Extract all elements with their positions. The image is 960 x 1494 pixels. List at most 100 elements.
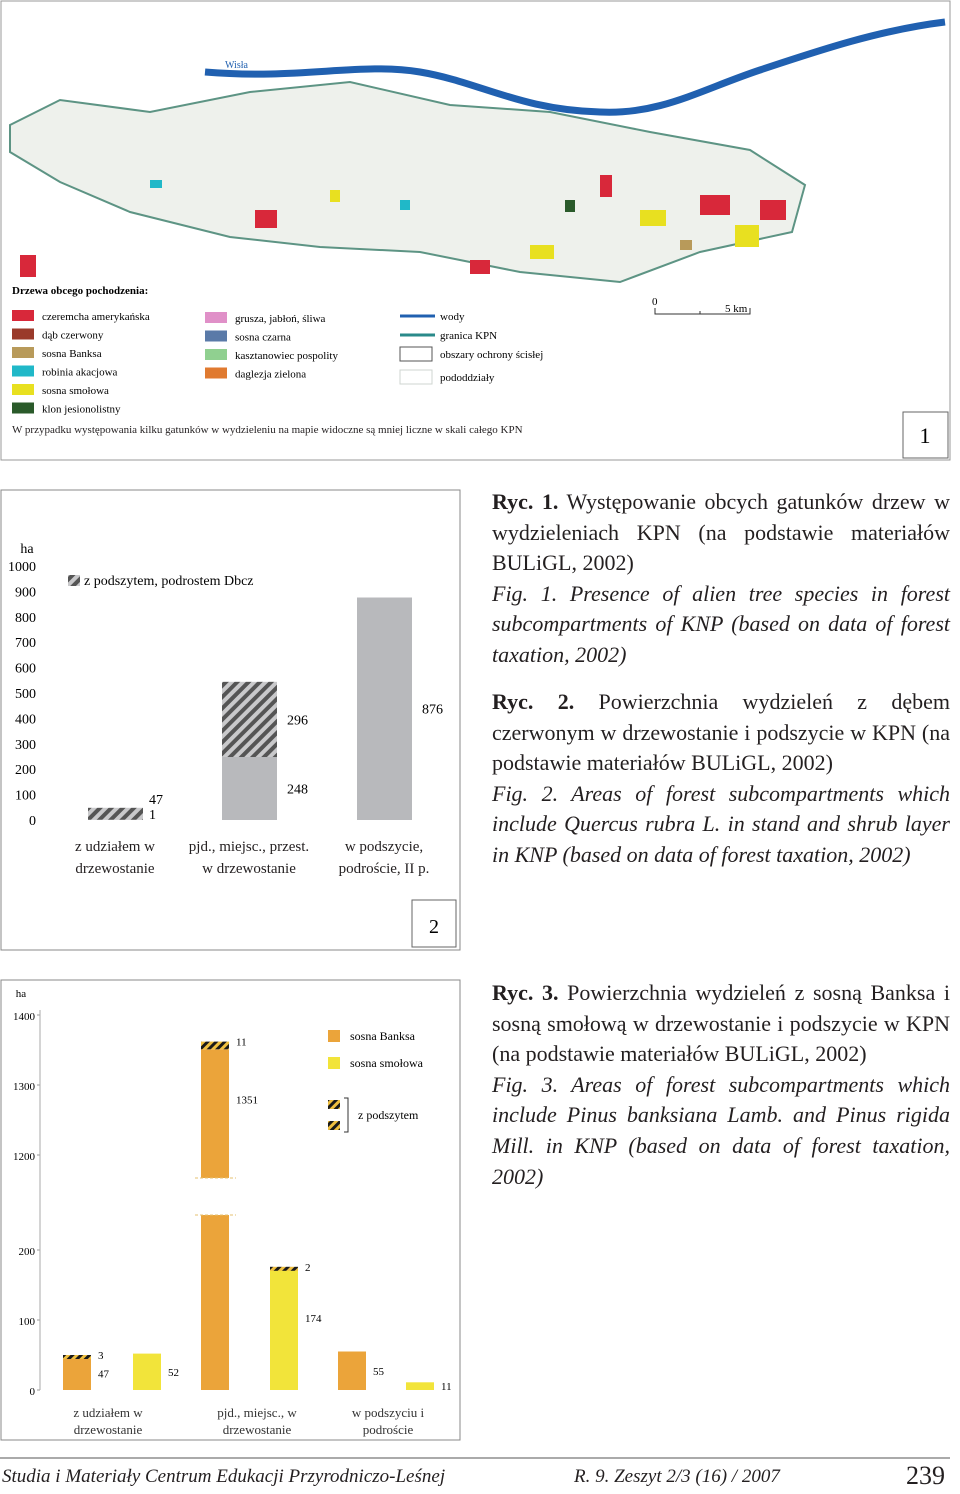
caption-label: Fig. 1.	[492, 580, 558, 606]
caption: Ryc. 3. Powierzchnia wydzieleń z sosną B…	[492, 978, 950, 1192]
value-label: 52	[168, 1367, 179, 1379]
value-label: 248	[287, 783, 308, 798]
legend-label: z podszytem, podrostem Dbcz	[84, 574, 254, 589]
x-tick-label: w podszyciu i podroście	[351, 1405, 425, 1437]
legend-swatch	[328, 1057, 340, 1069]
scale-bar	[654, 308, 751, 315]
value-label: 47	[98, 1369, 110, 1381]
legend-label: kasztanowiec pospolity	[235, 350, 338, 362]
caption-text: Powierzchnia wydzieleń z dębem czerwonym…	[492, 689, 950, 776]
legend-swatch	[328, 1121, 340, 1130]
axis-unit: ha	[16, 988, 27, 1000]
bar	[133, 1353, 161, 1390]
caption-label: Ryc. 3.	[492, 980, 559, 1005]
bar	[406, 1382, 434, 1390]
figure-number-box	[411, 899, 457, 948]
figure-number-box	[902, 411, 949, 459]
figure-number: 1	[920, 423, 931, 448]
figure-number: 2	[429, 916, 439, 938]
river	[204, 18, 946, 116]
legend-swatch	[12, 365, 34, 377]
y-tick-label: 100	[19, 1316, 36, 1328]
y-tick-label: 100	[15, 789, 36, 804]
y-tick-label: 700	[15, 636, 36, 651]
bar	[201, 1049, 229, 1390]
scale-label: 5 km	[725, 303, 748, 315]
value-label: 47	[149, 793, 163, 808]
legend-label: grusza, jabłoń, śliwa	[235, 313, 326, 325]
value-label: 876	[422, 703, 443, 718]
x-tick-label: z udziałem w drzewostanie	[73, 1405, 143, 1437]
map-note: W przypadku występowania kilku gatunków …	[12, 424, 523, 436]
legend-bracket	[344, 1097, 349, 1133]
legend-swatch	[205, 312, 227, 323]
y-tick-label: 1000	[8, 560, 36, 575]
value-label: 11	[236, 1037, 247, 1049]
caption-text: Powierzchnia wydzieleń z sosną Banksa i …	[492, 980, 950, 1067]
page-number: 239	[906, 1461, 945, 1490]
x-tick-label: pjd., miejsc., przest. w drzewostanie	[188, 839, 310, 877]
bar	[222, 681, 277, 758]
bar	[88, 807, 143, 820]
value-label: 3	[98, 1350, 104, 1362]
caption-label: Fig. 3.	[492, 1071, 559, 1097]
value-label: 1351	[236, 1094, 258, 1106]
legend-label: sosna Banksa	[42, 348, 102, 360]
legend-label: obszary ochrony ścisłej	[440, 349, 543, 361]
legend-swatch	[12, 384, 34, 395]
y-tick-label: 300	[15, 738, 36, 753]
y-tick-label: 0	[30, 1386, 36, 1398]
legend-swatch	[328, 1030, 340, 1042]
legend-label: sosna czarna	[235, 332, 291, 344]
chart-frame	[0, 489, 461, 951]
axis-unit: ha	[20, 542, 34, 557]
caption-text: Areas of forest subcompartments which in…	[492, 1071, 950, 1189]
y-tick-label: 200	[19, 1246, 36, 1258]
value-label: 296	[287, 713, 308, 728]
legend-swatch	[12, 310, 34, 321]
y-tick-label: 1400	[13, 1011, 36, 1023]
x-tick-label: z udziałem w drzewostanie	[75, 839, 155, 877]
legend-swatch	[68, 575, 80, 586]
legend-label: pododdziały	[440, 372, 495, 384]
bar	[338, 1351, 366, 1390]
bar	[63, 1357, 91, 1390]
legend-label: daglezja zielona	[235, 369, 306, 381]
legend-swatch	[12, 402, 34, 414]
chart-frame	[0, 979, 461, 1441]
legend-label: granica KPN	[440, 330, 497, 342]
caption: Ryc. 2. Powierzchnia wydzieleń z dębem c…	[492, 687, 950, 871]
x-tick-label: w podszycie, podroście, II p.	[338, 839, 430, 877]
legend-label: robinia akacjowa	[42, 367, 118, 379]
caption: Ryc. 1. Występowanie obcych gatunków drz…	[492, 487, 950, 671]
bar-podszyt	[201, 1041, 229, 1050]
scale-label: 0	[652, 296, 658, 308]
caption-text: Presence of alien tree species in forest…	[492, 580, 950, 667]
y-tick-label: 0	[29, 814, 36, 829]
y-tick-label: 1300	[13, 1081, 36, 1093]
legend-title: Drzewa obcego pochodzenia:	[12, 285, 148, 297]
value-label: 1	[149, 808, 156, 823]
y-tick-label: 600	[15, 662, 36, 677]
park-area	[9, 80, 807, 284]
bar-podszyt	[63, 1355, 91, 1359]
legend-label: wody	[440, 311, 465, 323]
y-tick-label: 400	[15, 712, 36, 727]
legend-label: sosna smołowa	[350, 1056, 424, 1070]
caption-label: Ryc. 2.	[492, 689, 575, 714]
patches	[20, 175, 786, 277]
legend-label: z podszytem	[358, 1108, 419, 1122]
caption-label: Fig. 2.	[492, 780, 559, 806]
value-label: 11	[441, 1381, 452, 1393]
y-tick-label: 800	[15, 611, 36, 626]
footer-issue: R. 9. Zeszyt 2/3 (16) / 2007	[574, 1466, 780, 1487]
legend-label: dąb czerwony	[42, 330, 104, 342]
legend-swatch	[205, 367, 227, 379]
caption-label: Ryc. 1.	[492, 489, 559, 514]
caption-text: Występowanie obcych gatunków drzew w wyd…	[492, 489, 950, 576]
y-tick-label: 200	[15, 763, 36, 778]
legend-label: czeremcha amerykańska	[42, 311, 150, 323]
y-tick-label: 1200	[13, 1151, 36, 1163]
